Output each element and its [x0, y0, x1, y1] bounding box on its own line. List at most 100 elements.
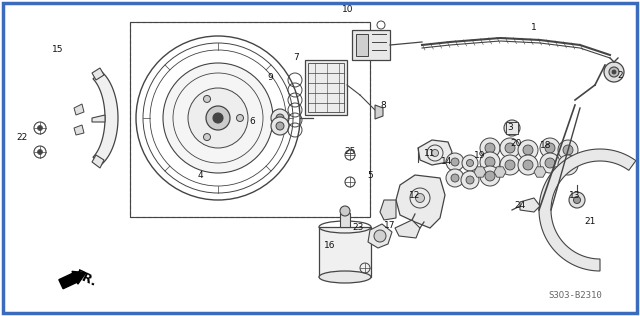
Text: 12: 12 — [410, 191, 420, 199]
Circle shape — [480, 152, 500, 172]
Circle shape — [505, 160, 515, 170]
Bar — [340, 213, 350, 227]
Text: 23: 23 — [352, 223, 364, 233]
Circle shape — [604, 62, 624, 82]
Circle shape — [38, 125, 42, 131]
Circle shape — [518, 155, 538, 175]
Bar — [130, 22, 370, 217]
Bar — [356, 34, 368, 56]
Text: S3O3-B2310: S3O3-B2310 — [548, 290, 602, 300]
Text: 11: 11 — [424, 149, 436, 157]
Text: 19: 19 — [474, 150, 486, 160]
Circle shape — [609, 67, 619, 77]
Polygon shape — [534, 167, 546, 177]
Text: 9: 9 — [267, 74, 273, 82]
Polygon shape — [395, 220, 420, 238]
Polygon shape — [92, 115, 105, 122]
Circle shape — [485, 171, 495, 181]
Circle shape — [446, 153, 464, 171]
Text: 8: 8 — [380, 100, 386, 110]
Circle shape — [204, 134, 211, 141]
Circle shape — [431, 149, 438, 156]
Circle shape — [480, 138, 500, 158]
Polygon shape — [539, 149, 636, 271]
Text: 3: 3 — [507, 124, 513, 132]
Text: 20: 20 — [510, 138, 522, 148]
Circle shape — [276, 122, 284, 130]
Circle shape — [500, 138, 520, 158]
Text: 14: 14 — [442, 157, 452, 167]
Text: 15: 15 — [52, 46, 64, 54]
Circle shape — [451, 174, 459, 182]
Text: FR.: FR. — [73, 268, 99, 290]
Circle shape — [163, 63, 273, 173]
Circle shape — [505, 143, 515, 153]
Text: 7: 7 — [293, 52, 299, 62]
Text: 16: 16 — [324, 240, 336, 250]
Text: 10: 10 — [342, 5, 354, 15]
Polygon shape — [74, 125, 84, 135]
Text: 17: 17 — [384, 221, 396, 229]
Text: 13: 13 — [569, 191, 580, 200]
Text: 5: 5 — [367, 171, 373, 179]
Text: 25: 25 — [344, 148, 356, 156]
Circle shape — [523, 145, 533, 155]
Circle shape — [38, 149, 42, 155]
Circle shape — [485, 143, 495, 153]
Circle shape — [204, 95, 211, 102]
Polygon shape — [92, 155, 104, 168]
Circle shape — [188, 88, 248, 148]
Polygon shape — [368, 224, 392, 248]
Circle shape — [540, 138, 560, 158]
Circle shape — [213, 113, 223, 123]
Polygon shape — [375, 105, 383, 119]
Circle shape — [340, 206, 350, 216]
Polygon shape — [520, 198, 540, 212]
Circle shape — [446, 169, 464, 187]
Circle shape — [451, 158, 459, 166]
Circle shape — [485, 157, 495, 167]
Circle shape — [504, 120, 520, 136]
Circle shape — [480, 166, 500, 186]
Text: 21: 21 — [584, 217, 596, 227]
Circle shape — [461, 171, 479, 189]
Circle shape — [500, 155, 520, 175]
Polygon shape — [74, 104, 84, 115]
Text: 24: 24 — [515, 200, 525, 210]
Circle shape — [374, 230, 386, 242]
Bar — [352, 30, 390, 60]
Polygon shape — [92, 68, 104, 80]
Polygon shape — [552, 167, 564, 177]
Polygon shape — [474, 167, 486, 177]
Polygon shape — [418, 140, 452, 165]
Circle shape — [467, 160, 474, 167]
Text: 2: 2 — [617, 70, 623, 80]
Circle shape — [509, 125, 515, 131]
Circle shape — [558, 155, 578, 175]
Circle shape — [462, 155, 478, 171]
Polygon shape — [93, 72, 118, 164]
Circle shape — [563, 145, 573, 155]
Circle shape — [563, 160, 573, 170]
Circle shape — [237, 114, 243, 121]
Circle shape — [276, 114, 284, 122]
Text: 1: 1 — [531, 23, 537, 33]
Polygon shape — [380, 200, 396, 220]
Circle shape — [540, 153, 560, 173]
Circle shape — [271, 109, 289, 127]
Circle shape — [569, 192, 585, 208]
Circle shape — [573, 197, 580, 204]
Circle shape — [558, 140, 578, 160]
Circle shape — [545, 158, 555, 168]
Text: 4: 4 — [197, 171, 203, 179]
Circle shape — [612, 70, 616, 74]
Bar — [305, 60, 347, 115]
Circle shape — [523, 160, 533, 170]
Text: 18: 18 — [540, 141, 552, 149]
Circle shape — [415, 193, 424, 203]
Circle shape — [466, 176, 474, 184]
Polygon shape — [494, 167, 506, 177]
Bar — [319, 227, 371, 277]
Text: 6: 6 — [249, 118, 255, 126]
Bar — [130, 22, 370, 217]
